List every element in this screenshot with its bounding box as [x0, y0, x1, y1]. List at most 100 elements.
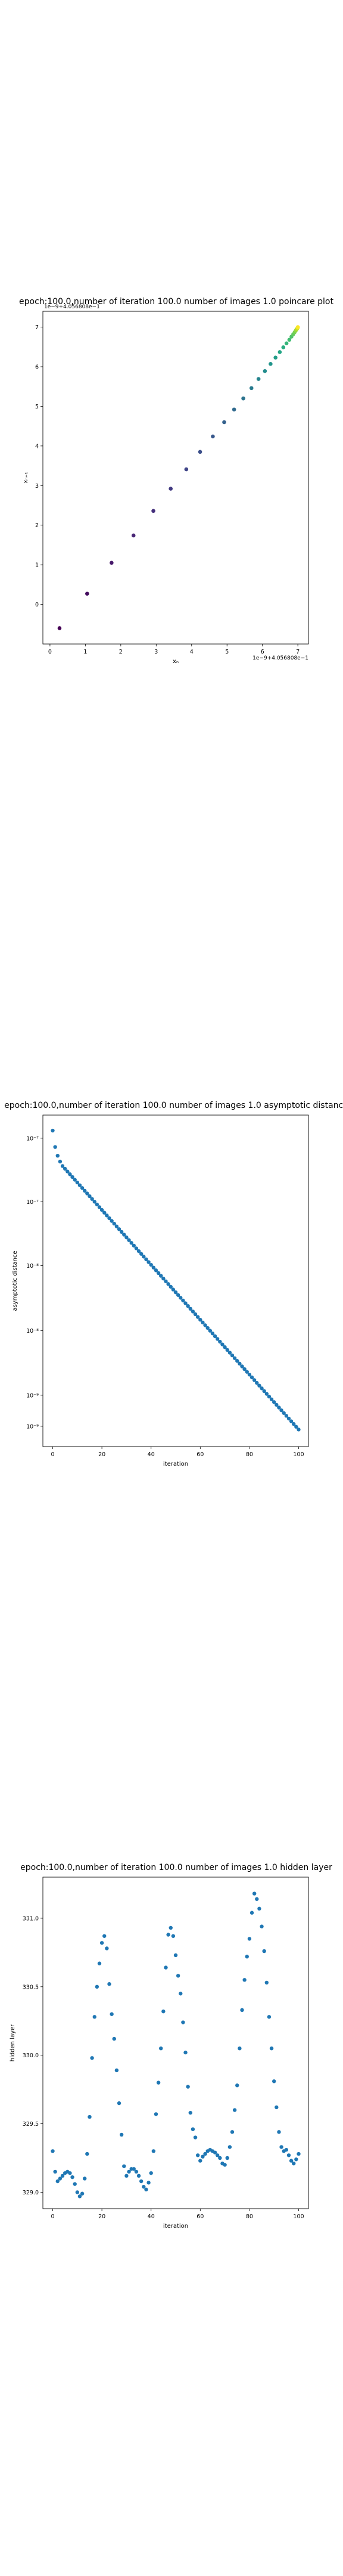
data-point: [166, 1282, 170, 1286]
y-tick-label: 10⁻⁸: [26, 1328, 39, 1335]
data-point: [53, 1145, 57, 1149]
data-point: [238, 1361, 242, 1366]
data-point: [294, 1425, 298, 1429]
data-point: [227, 2145, 232, 2149]
data-point: [227, 1351, 232, 1355]
data-point: [88, 1194, 92, 1199]
data-point: [203, 1323, 207, 1327]
data-point: [95, 1202, 99, 1207]
data-point: [211, 434, 215, 439]
y-tick-label: 330.0: [23, 2052, 39, 2059]
data-point: [139, 1252, 144, 1256]
data-point: [88, 2114, 92, 2119]
data-point: [223, 2163, 227, 2167]
data-point: [294, 2157, 298, 2162]
data-point: [198, 2159, 202, 2163]
data-point: [238, 2046, 242, 2051]
data-point: [277, 2130, 281, 2134]
y-tick-labels: 0 1 2 3 4 5 6 7: [35, 324, 43, 608]
x-tick-labels: 0 20 40 60 80 100: [51, 2209, 304, 2220]
data-point: [63, 1166, 67, 1171]
data-point: [146, 1260, 151, 1264]
data-point: [297, 1428, 301, 1432]
y-tick-label: 4: [35, 443, 39, 450]
data-point: [269, 362, 273, 366]
x-tick-label: 60: [197, 1451, 204, 1458]
data-point: [132, 2167, 136, 2171]
data-point: [284, 2148, 289, 2152]
data-points: [51, 1128, 301, 1432]
y-tick-label: 10⁻⁹: [26, 1423, 39, 1430]
data-point: [272, 2079, 276, 2083]
data-point: [85, 592, 89, 596]
data-point: [127, 1238, 131, 1242]
data-point: [55, 2179, 60, 2184]
data-point: [60, 1164, 65, 1168]
data-point: [90, 1197, 94, 1201]
x-tick-label: 60: [197, 2213, 204, 2220]
data-point: [136, 2174, 141, 2178]
x-tick-labels: 0 1 2 3 4 5 6 7: [48, 644, 300, 655]
x-tick-label: 3: [154, 649, 158, 655]
data-point: [83, 1188, 87, 1193]
data-point: [255, 1897, 259, 1901]
data-point: [218, 2156, 222, 2160]
data-point: [92, 2015, 96, 2019]
data-point: [193, 2135, 198, 2140]
data-point: [77, 1183, 82, 1187]
y-tick-label: 7: [35, 324, 39, 331]
data-point: [53, 2169, 57, 2174]
data-point: [230, 2130, 235, 2134]
data-point: [134, 1246, 139, 1250]
y-offset-label: 1e−9+4.056808e−1: [44, 304, 100, 310]
data-point: [169, 1925, 173, 1930]
data-point: [90, 2056, 94, 2060]
data-point: [117, 2101, 121, 2106]
data-point: [173, 1953, 178, 1958]
y-tick-label: 3: [35, 483, 39, 490]
data-point: [195, 2153, 200, 2157]
data-point: [267, 1394, 272, 1399]
data-point: [66, 1169, 70, 1174]
x-tick-label: 0: [48, 649, 52, 655]
data-point: [284, 1414, 289, 1418]
data-point: [73, 2182, 77, 2186]
data-point: [85, 2151, 89, 2156]
data-point: [279, 2145, 283, 2149]
data-point: [92, 1200, 96, 1204]
data-point: [241, 396, 245, 401]
x-tick-label: 80: [246, 1451, 253, 1458]
data-point: [117, 1227, 121, 1231]
data-point: [60, 2174, 65, 2178]
y-axis-label: xₙ₊₁: [23, 472, 29, 483]
data-point: [198, 1318, 202, 1322]
data-point: [188, 2110, 192, 2115]
data-point: [176, 1974, 180, 1978]
x-tick-label: 80: [246, 2213, 253, 2220]
data-point: [179, 1296, 183, 1300]
data-point: [119, 1230, 124, 1234]
y-tick-label: 331.0: [23, 1915, 39, 1922]
y-tick-label: 329.0: [23, 2190, 39, 2196]
data-point: [149, 2171, 153, 2175]
x-axis-label: iteration: [163, 1461, 188, 1467]
plot-frame: [42, 1877, 309, 2209]
data-point: [272, 1400, 276, 1404]
y-tick-label: 10⁻⁸: [26, 1263, 39, 1270]
data-point: [75, 2190, 80, 2194]
data-point: [159, 1274, 163, 1278]
data-point: [171, 1934, 176, 1938]
data-point: [235, 2083, 239, 2088]
x-tick-labels: 0 20 40 60 80 100: [51, 1447, 304, 1458]
data-point: [275, 2105, 279, 2110]
data-point: [232, 1356, 237, 1360]
data-point: [173, 1290, 178, 1295]
data-point: [245, 1370, 249, 1374]
data-point: [210, 1332, 215, 1336]
data-point: [245, 1955, 249, 1959]
data-point: [277, 1405, 281, 1410]
data-point: [292, 2161, 296, 2166]
data-point: [247, 1373, 252, 1377]
data-point: [286, 1416, 291, 1421]
data-point: [230, 1353, 235, 1358]
